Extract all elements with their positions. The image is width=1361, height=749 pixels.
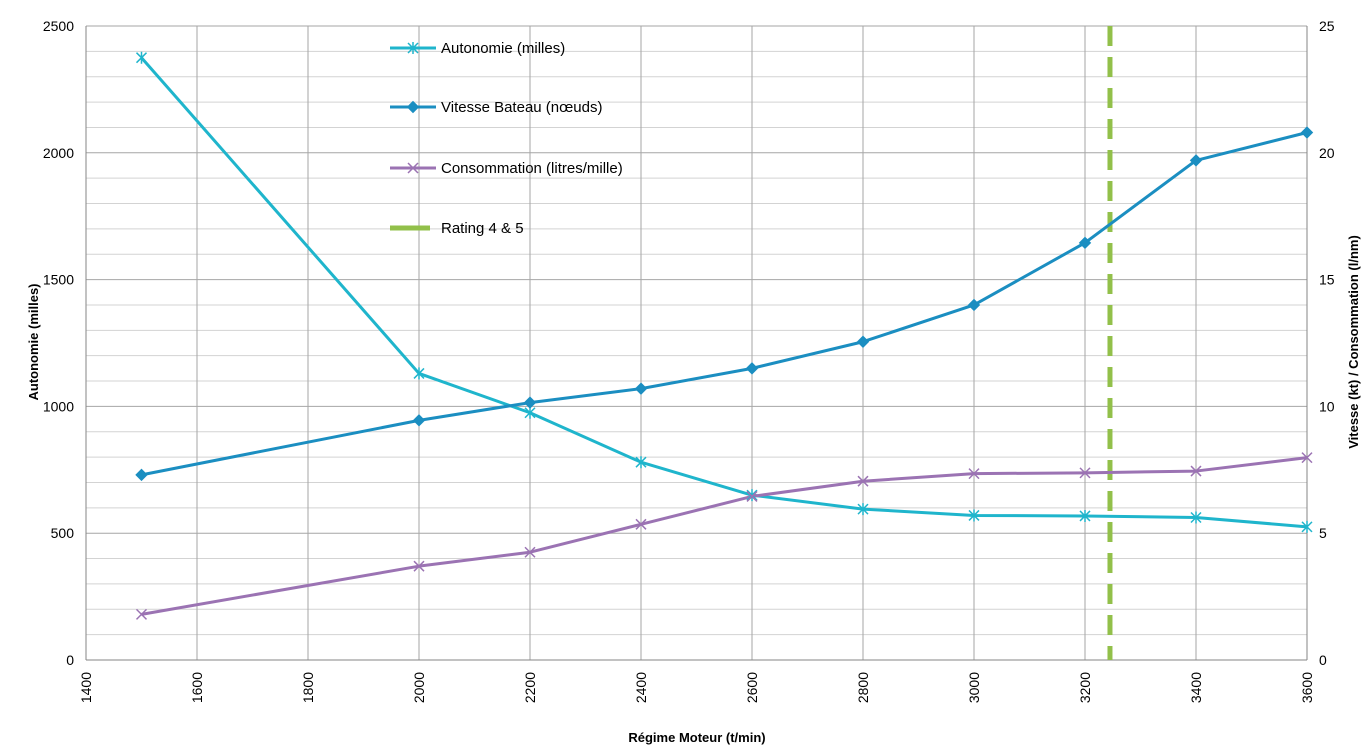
marker-shape [1079, 509, 1091, 522]
data-point [967, 298, 981, 312]
marker-shape [413, 560, 425, 572]
data-point [523, 396, 537, 409]
data-point [1078, 236, 1092, 250]
y-left-tick-label: 0 [66, 652, 74, 668]
data-point [968, 509, 980, 522]
data-point [407, 42, 419, 54]
legend-label: Autonomie (milles) [441, 40, 565, 57]
data-point [856, 335, 870, 348]
x-tick-label: 3200 [1077, 672, 1093, 703]
data-point [857, 475, 869, 487]
data-point [857, 503, 869, 516]
data-point [406, 100, 420, 114]
y-left-tick-label: 2000 [43, 145, 74, 161]
data-point [413, 367, 425, 380]
series-line-2 [141, 131, 1308, 477]
marker-shape [1190, 465, 1202, 477]
data-point [413, 560, 425, 572]
data-point [1190, 465, 1202, 477]
data-point [135, 51, 148, 64]
data-point [635, 518, 647, 530]
x-tick-label: 3000 [966, 672, 982, 703]
legend-label: Rating 4 & 5 [441, 220, 524, 237]
y-left-tick-label: 1000 [43, 398, 74, 414]
x-tick-label: 2600 [744, 672, 760, 703]
data-point [746, 489, 758, 502]
data-point [1079, 467, 1091, 479]
x-tick-label: 2000 [411, 672, 427, 703]
data-point [524, 546, 536, 558]
y-axis-left-title: Autonomie (milles) [26, 283, 41, 400]
data-point [745, 362, 759, 375]
data-point [634, 382, 648, 395]
data-point [1301, 452, 1313, 464]
data-point [135, 468, 148, 482]
marker-shape [1079, 467, 1091, 479]
marker-shape [524, 546, 536, 558]
marker-shape [1301, 452, 1313, 464]
x-axis-title: Régime Moteur (t/min) [628, 730, 765, 745]
data-point [1301, 520, 1313, 533]
y-right-tick-label: 20 [1319, 145, 1335, 161]
data-point [1300, 126, 1314, 139]
series-line-1 [140, 56, 1308, 529]
marker-shape [135, 51, 148, 64]
data-point [968, 468, 980, 480]
marker-shape [968, 468, 980, 480]
x-tick-label: 2800 [855, 672, 871, 703]
data-point [1079, 509, 1091, 522]
y-right-tick-label: 25 [1319, 18, 1335, 34]
marker-shape [746, 489, 758, 502]
marker-shape [746, 490, 758, 502]
marker-shape [635, 456, 647, 469]
marker-shape [1301, 520, 1313, 533]
y-right-tick-label: 0 [1319, 652, 1327, 668]
y-right-tick-label: 10 [1319, 398, 1335, 414]
data-point [746, 490, 758, 502]
x-tick-label: 2400 [633, 672, 649, 703]
data-point [1190, 511, 1202, 524]
y-right-tick-label: 5 [1319, 525, 1327, 541]
data-point [135, 608, 148, 620]
marker-shape [857, 503, 869, 516]
y-left-tick-label: 1500 [43, 272, 74, 288]
y-right-tick-label: 15 [1319, 272, 1335, 288]
data-point [407, 162, 419, 174]
y-axis-right-title: Vitesse (kt) / Consommation (l/nm) [1346, 235, 1361, 449]
legend-label: Vitesse Bateau (nœuds) [441, 99, 602, 116]
y-left-tick-label: 500 [51, 525, 75, 541]
marker-shape [968, 509, 980, 522]
x-tick-label: 1600 [189, 672, 205, 703]
marker-shape [857, 475, 869, 487]
legend-label: Consommation (litres/mille) [441, 160, 623, 177]
x-tick-label: 1400 [78, 672, 94, 703]
x-tick-label: 1800 [300, 672, 316, 703]
marker-shape [407, 42, 419, 54]
data-point [1189, 154, 1203, 167]
marker-shape [407, 162, 419, 174]
x-tick-label: 3400 [1188, 672, 1204, 703]
marker-shape [1190, 511, 1202, 524]
data-point [412, 414, 426, 427]
marker-shape [635, 518, 647, 530]
data-point [635, 456, 647, 469]
marker-shape [413, 367, 425, 380]
x-tick-label: 2200 [522, 672, 538, 703]
series-line-3 [141, 456, 1308, 616]
marker-shape [135, 608, 148, 620]
y-left-tick-label: 2500 [43, 18, 74, 34]
x-tick-label: 3600 [1299, 672, 1315, 703]
